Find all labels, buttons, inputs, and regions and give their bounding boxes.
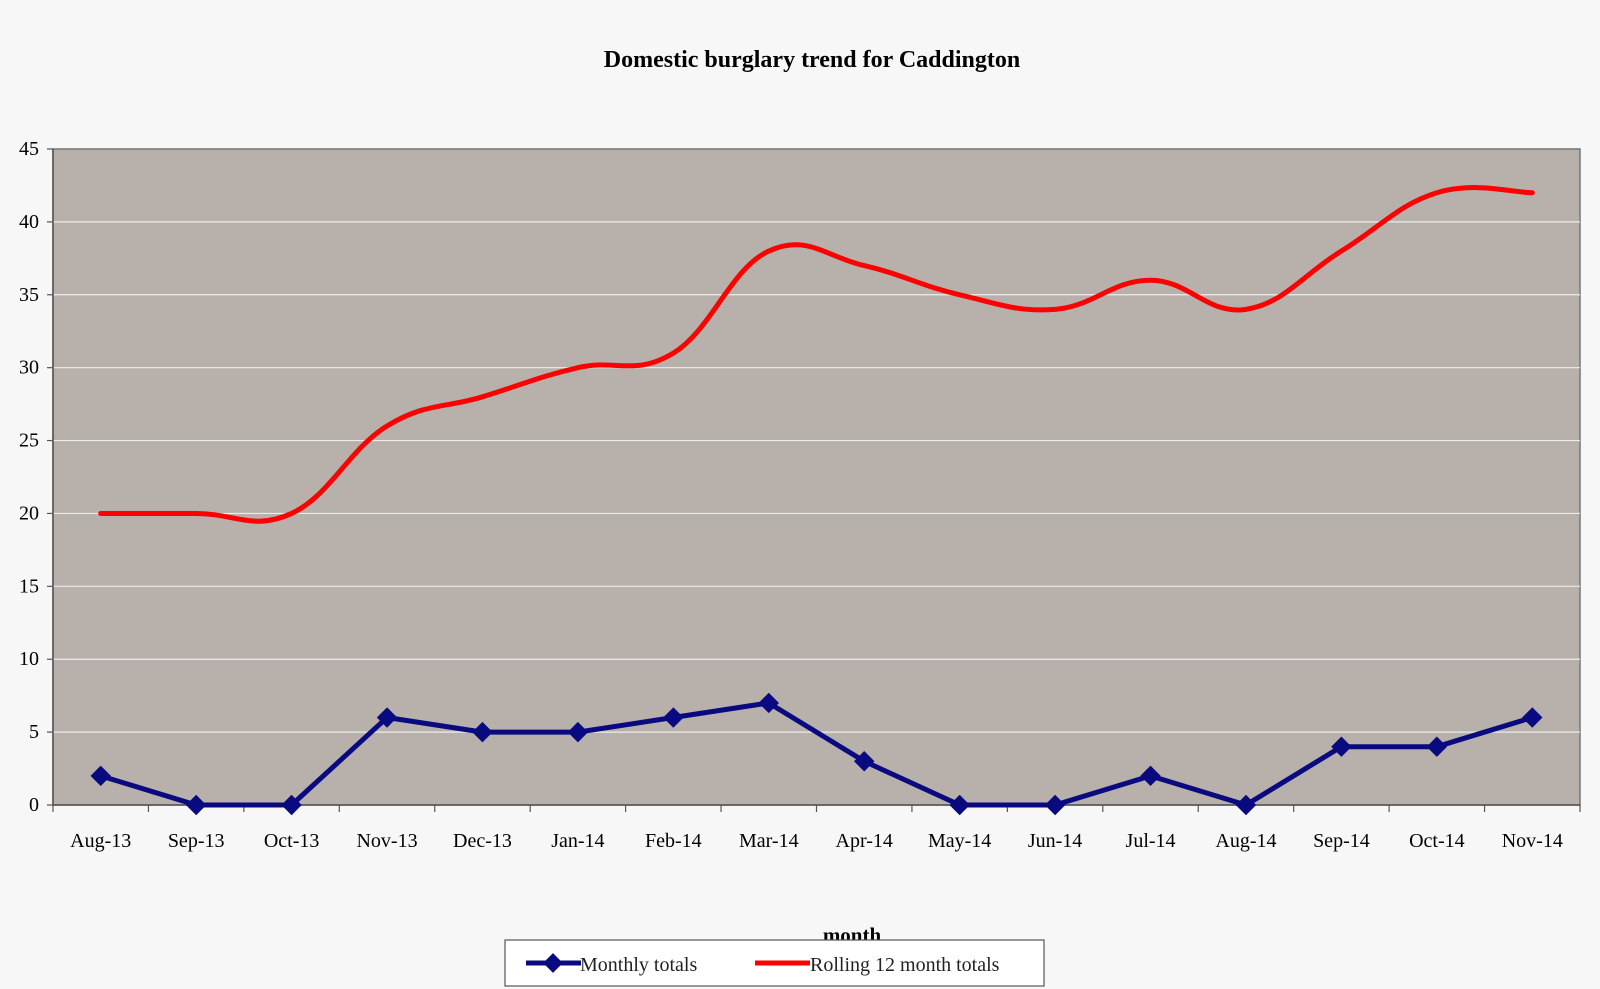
legend-label-monthly: Monthly totals xyxy=(580,954,697,976)
series-monthly-totals xyxy=(90,692,1543,816)
y-tick-label: 40 xyxy=(19,211,39,233)
x-tick-label: Aug-14 xyxy=(1215,830,1276,852)
y-tick-label: 10 xyxy=(19,648,39,670)
x-tick-label: Sep-14 xyxy=(1313,830,1370,852)
chart-title: Domestic burglary trend for Caddington xyxy=(604,47,1020,73)
data-point xyxy=(1140,765,1161,787)
x-tick-label: Oct-13 xyxy=(264,830,320,852)
series-line xyxy=(98,700,1535,808)
gridlines xyxy=(53,221,1580,733)
plot-area xyxy=(52,148,1581,806)
data-point xyxy=(1044,794,1066,816)
data-point xyxy=(758,692,779,714)
x-tick-label: May-14 xyxy=(928,830,991,852)
data-point xyxy=(1426,736,1448,757)
x-tick-label: Nov-14 xyxy=(1502,830,1563,852)
x-tick-label: Jan-14 xyxy=(551,830,604,852)
data-point xyxy=(567,721,589,743)
x-tick-labels: Aug-13 Sep-13 Oct-13 Nov-13 Dec-13 Jan-14 Feb-… xyxy=(70,830,1563,852)
data-point xyxy=(1235,794,1257,816)
legend: Monthly totals Rolling 12 month totals xyxy=(504,939,1045,987)
y-tick-label: 30 xyxy=(19,357,39,379)
axes xyxy=(47,148,1581,812)
x-tick-label: Nov-13 xyxy=(356,830,417,852)
legend-marker-monthly xyxy=(543,953,563,973)
data-point xyxy=(472,721,493,743)
y-tick-label: 15 xyxy=(19,575,39,597)
x-tick-label: Jul-14 xyxy=(1126,830,1176,852)
x-tick-label: Oct-14 xyxy=(1409,830,1465,852)
x-tick-label: Dec-13 xyxy=(453,830,512,852)
series-rolling-12-month-totals xyxy=(98,185,1535,524)
x-tick-label: Mar-14 xyxy=(739,830,799,852)
y-tick-label: 35 xyxy=(19,284,39,306)
y-tick-label: 0 xyxy=(29,794,39,816)
series xyxy=(90,185,1543,816)
y-tick-label: 25 xyxy=(19,430,39,452)
y-tick-label: 20 xyxy=(19,502,39,524)
x-tick-label: Jun-14 xyxy=(1028,830,1082,852)
data-point xyxy=(90,765,111,787)
y-tick-labels: 0 5 10 15 20 25 30 35 40 45 xyxy=(19,138,39,816)
series-line xyxy=(98,185,1535,524)
data-point xyxy=(1331,736,1352,757)
y-tick-label: 45 xyxy=(19,138,39,160)
data-point xyxy=(1522,707,1543,728)
data-point xyxy=(185,794,207,816)
legend-label-rolling: Rolling 12 month totals xyxy=(810,954,1000,976)
y-tick-label: 5 xyxy=(29,721,39,743)
data-point xyxy=(949,794,970,816)
x-tick-label: Sep-13 xyxy=(168,830,225,852)
data-point xyxy=(854,751,875,772)
x-tick-label: Apr-14 xyxy=(836,830,893,852)
x-tick-label: Aug-13 xyxy=(70,830,131,852)
x-tick-label: Feb-14 xyxy=(645,830,702,852)
data-point xyxy=(281,794,302,816)
data-point xyxy=(663,707,684,728)
data-point xyxy=(376,707,398,728)
